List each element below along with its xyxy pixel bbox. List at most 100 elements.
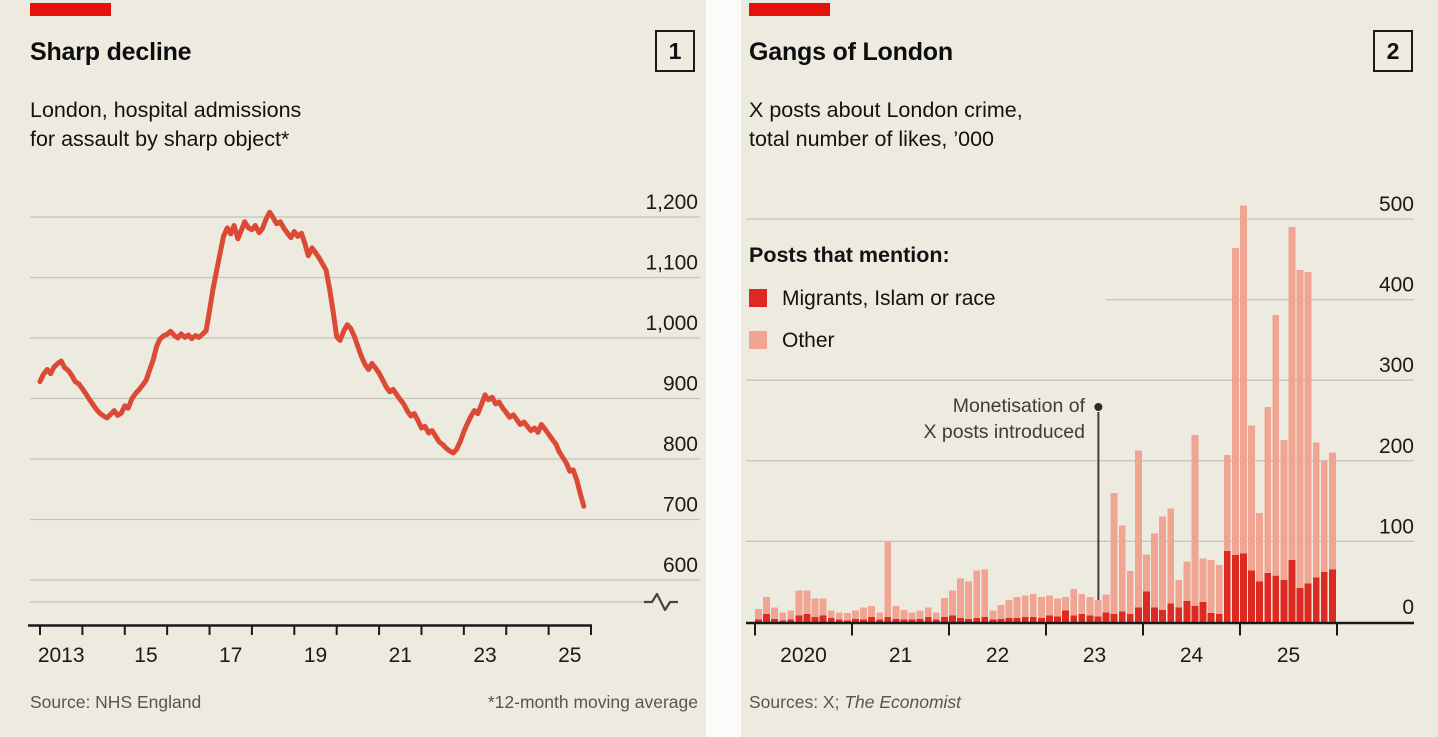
bar-migrants [1223,551,1231,622]
bar-other [1304,272,1312,584]
bar-migrants [1288,559,1296,622]
y-axis-label-100: 100 [1379,515,1414,538]
source-note-left: Source: NHS England [30,692,202,712]
bar-migrants [1175,607,1183,622]
bar-migrants [1328,569,1336,622]
bar-other [1070,589,1078,616]
source-note-right: Sources: X; The Economist [749,692,962,712]
bar-migrants [1021,617,1029,622]
bar-migrants [989,619,997,622]
bar-migrants [1086,615,1094,622]
bar-migrants [981,617,989,622]
bar-other [900,609,908,620]
x-axis-label-22: 22 [986,644,1009,667]
bar-other [932,612,940,620]
bar-migrants [803,613,811,622]
bar-other [916,610,924,619]
bar-migrants [1013,618,1021,622]
bar-other [1264,406,1272,573]
bar-migrants [1143,591,1150,622]
bar-migrants [932,619,940,622]
bar-other [771,607,779,619]
bar-migrants [1046,615,1053,622]
bar-migrants [1312,577,1320,622]
bar-migrants [1280,580,1288,622]
bar-other [1094,600,1102,617]
bar-other [1046,595,1053,616]
bar-migrants [900,619,908,622]
bar-migrants [1062,610,1070,622]
bar-migrants [1159,609,1167,622]
bar-migrants [835,619,843,622]
y-axis-label-1200: 1,200 [645,191,698,214]
bar-other [1167,508,1175,604]
bar-other [1159,516,1167,610]
admissions-line-chart: 1,200 1,100 1,000 900 800 700 600 2013 15 17 19 21 2… [28,191,700,667]
legend-label-other: Other [782,329,835,352]
bar-migrants [1094,616,1102,622]
bar-other [1296,269,1304,589]
likes-stacked-bar-chart: 500 400 300 200 100 0 2020 21 22 23 24 25 [746,193,1414,667]
bar-other [1240,205,1247,554]
bar-other [1280,439,1288,580]
bar-migrants [1167,603,1175,622]
bar-migrants [1272,575,1280,622]
bar-migrants [771,618,779,622]
bar-migrants [884,617,892,622]
legend-swatch-other [749,331,767,349]
y-axis-label-300: 300 [1379,354,1414,377]
bar-other [795,590,803,616]
brand-red-tab [30,3,111,16]
admissions-line [37,209,587,509]
bar-migrants [965,618,973,622]
bar-migrants [811,617,819,622]
bar-migrants [1231,555,1239,622]
bar-migrants [1320,572,1328,622]
bar-other [1013,597,1021,618]
bar-other [1272,314,1280,576]
bar-migrants [997,618,1005,622]
bar-other [803,590,811,614]
annotation-line1: Monetisation of [952,395,1085,417]
bar-migrants [1005,618,1013,622]
y-axis-label-200: 200 [1379,435,1414,458]
bar-other [1320,460,1328,572]
bar-other [1175,580,1183,608]
bar-other [908,612,916,620]
bar-migrants [1037,618,1045,622]
bar-other [1248,425,1255,571]
bar-migrants [1054,616,1061,622]
bar-other [1191,435,1199,606]
y-axis-label-800: 800 [663,433,698,456]
bar-other [1223,455,1231,552]
bar-migrants [1199,601,1207,623]
chart-title-right: Gangs of London [749,38,953,66]
bar-migrants [852,618,859,622]
bar-migrants [892,618,900,622]
x-axis-label-2020: 2020 [780,644,827,667]
bar-other [1078,593,1086,614]
bar-other [981,569,989,618]
bar-other [1256,513,1264,582]
x-axis-label-21: 21 [389,644,412,667]
bar-other [924,607,932,618]
bar-migrants [949,615,956,622]
bar-migrants [787,619,795,622]
bar-other [1037,597,1045,618]
bar-migrants [973,618,981,622]
brand-red-tab [749,3,830,16]
bar-other [1312,442,1320,578]
x-axis-label-19: 19 [304,644,327,667]
annotation-dot [1094,403,1103,411]
x-axis-label-21: 21 [889,644,912,667]
bar-migrants [940,617,948,622]
bar-migrants [860,619,867,622]
bar-other [1110,493,1118,614]
bar-migrants [957,618,964,622]
bar-other [1118,525,1126,612]
bar-other [1215,564,1223,614]
bar-other [1143,554,1150,592]
legend-title: Posts that mention: [749,243,950,267]
bar-migrants [1183,601,1191,622]
bar-migrants [1134,607,1142,622]
